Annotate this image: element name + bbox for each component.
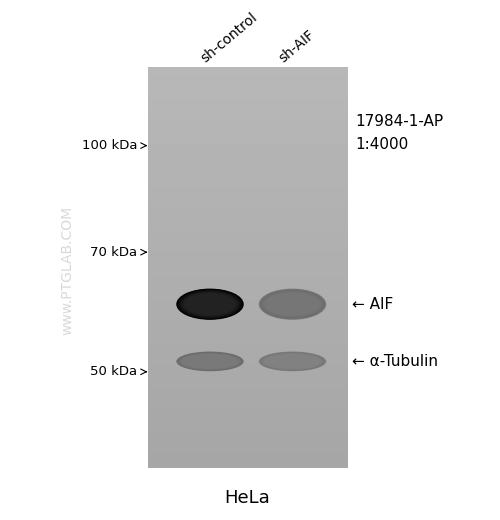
Ellipse shape [262, 291, 324, 318]
Ellipse shape [182, 292, 238, 317]
Ellipse shape [264, 354, 321, 369]
Ellipse shape [259, 289, 326, 320]
Text: ← α-Tubulin: ← α-Tubulin [352, 354, 438, 369]
Ellipse shape [260, 289, 326, 319]
Ellipse shape [183, 292, 237, 316]
Ellipse shape [181, 291, 239, 317]
Bar [148, 68, 348, 468]
Ellipse shape [177, 289, 243, 319]
Text: HeLa: HeLa [224, 489, 270, 507]
Text: ← AIF: ← AIF [352, 297, 394, 311]
Ellipse shape [180, 353, 240, 370]
Ellipse shape [178, 290, 242, 319]
Ellipse shape [182, 354, 238, 369]
Ellipse shape [184, 293, 236, 316]
Text: www.PTGLAB.COM: www.PTGLAB.COM [60, 206, 74, 335]
Ellipse shape [261, 353, 324, 370]
Ellipse shape [260, 352, 326, 371]
Ellipse shape [184, 293, 236, 315]
Ellipse shape [179, 353, 241, 370]
Ellipse shape [263, 354, 322, 369]
Text: 70 kDa: 70 kDa [90, 245, 138, 258]
Ellipse shape [260, 352, 325, 371]
Ellipse shape [176, 289, 244, 320]
Text: 17984-1-AP
1:4000: 17984-1-AP 1:4000 [355, 114, 443, 152]
Ellipse shape [180, 291, 240, 318]
Ellipse shape [178, 352, 242, 371]
Ellipse shape [264, 292, 322, 317]
Ellipse shape [182, 292, 238, 316]
Ellipse shape [176, 352, 244, 371]
Ellipse shape [180, 290, 240, 318]
Ellipse shape [178, 290, 242, 319]
Ellipse shape [264, 293, 320, 316]
Ellipse shape [266, 293, 320, 315]
Ellipse shape [259, 352, 326, 371]
Ellipse shape [262, 353, 324, 370]
Text: sh-AIF: sh-AIF [276, 27, 317, 65]
Text: 50 kDa: 50 kDa [90, 365, 138, 379]
Ellipse shape [262, 291, 322, 317]
Text: 100 kDa: 100 kDa [82, 139, 138, 152]
Ellipse shape [177, 352, 243, 371]
Text: sh-control: sh-control [198, 10, 260, 65]
Ellipse shape [180, 354, 240, 369]
Ellipse shape [260, 290, 324, 318]
Ellipse shape [262, 353, 322, 370]
Ellipse shape [178, 353, 242, 370]
